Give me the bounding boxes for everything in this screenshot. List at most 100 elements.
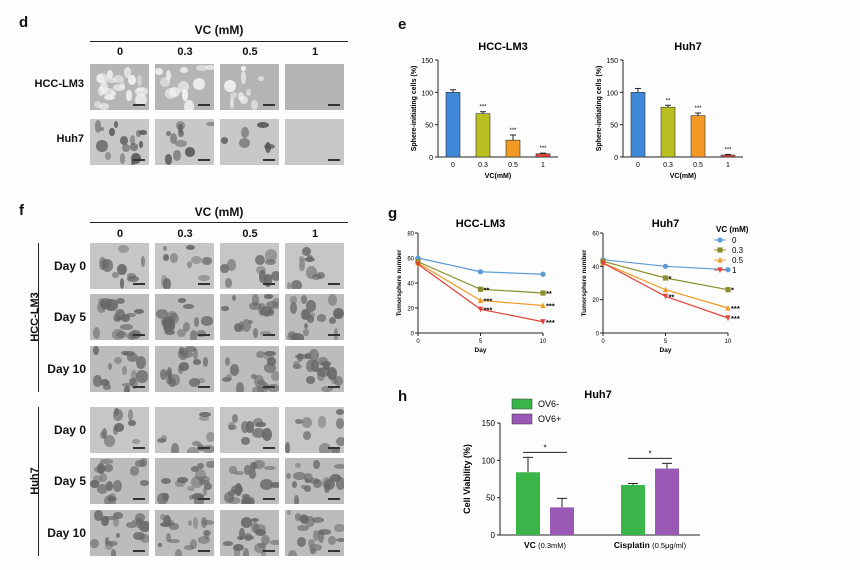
sphere-blob (331, 446, 340, 453)
sphere-blob (323, 362, 331, 370)
sphere-blob (183, 545, 195, 551)
sphere-blob (125, 521, 137, 528)
sphere-blob (136, 356, 146, 370)
scale-bar (133, 104, 145, 106)
sphere-blob (256, 350, 266, 359)
scale-bar (198, 447, 210, 449)
sphere-blob (333, 307, 344, 319)
micrograph-tile (155, 119, 214, 165)
legend-label: OV6+ (538, 414, 561, 424)
sphere-blob (121, 382, 134, 387)
sphere-blob (101, 258, 114, 272)
sphere-blob (256, 121, 270, 128)
sphere-blob (311, 360, 319, 372)
micrograph-tile (220, 64, 279, 110)
sphere-blob (193, 517, 199, 529)
group-bracket (38, 407, 39, 556)
sphere-blob (257, 303, 266, 316)
data-point (725, 267, 731, 273)
sphere-blob (165, 131, 171, 137)
sphere-blob (120, 324, 133, 330)
sphere-blob (249, 468, 256, 479)
y-tick-label: 40 (592, 265, 599, 271)
sphere-blob (177, 123, 184, 134)
significance-label: *** (484, 305, 493, 314)
sphere-blob (251, 428, 265, 438)
micrograph-tile (155, 346, 214, 392)
micrograph-tile (285, 119, 344, 165)
day-label: Day 0 (53, 259, 86, 273)
sphere-blob (191, 441, 201, 447)
y-axis-label: Cell Viability (%) (462, 444, 472, 514)
sphere-blob (255, 265, 267, 275)
legend-label: 1 (732, 266, 737, 275)
x-tick-label: 1 (726, 162, 730, 169)
sphere-blob (107, 496, 118, 501)
scale-bar (263, 386, 275, 388)
sphere-blob (251, 100, 259, 110)
sphere-blob (99, 298, 113, 309)
sphere-blob (203, 529, 211, 536)
scale-bar (328, 159, 340, 161)
y-tick-label: 50 (425, 123, 433, 130)
sphere-blob (198, 411, 211, 418)
x-axis-label: VC(mM) (670, 173, 696, 180)
x-tick-label: 5 (479, 339, 483, 345)
sphere-blob (244, 465, 251, 475)
sphere-blob (271, 270, 279, 281)
sphere-blob (133, 308, 144, 314)
day-label: Day 10 (47, 526, 86, 540)
sphere-blob (206, 461, 214, 468)
micrograph-tile (285, 407, 344, 453)
sphere-blob (128, 74, 136, 85)
sphere-blob (201, 519, 214, 525)
sphere-blob (238, 138, 250, 149)
sphere-blob (298, 255, 305, 261)
sphere-blob (249, 461, 258, 470)
y-tick-label: 0 (596, 332, 600, 338)
data-point (540, 319, 546, 325)
scale-bar (198, 386, 210, 388)
sphere-blob (257, 385, 268, 392)
sphere-blob (317, 416, 327, 428)
micrograph-tile (90, 510, 149, 556)
column-label: 0.3 (177, 46, 193, 58)
sphere-blob (336, 437, 344, 446)
sphere-blob (229, 465, 237, 475)
micrograph-tile (90, 64, 149, 110)
sphere-blob (252, 417, 263, 427)
sphere-blob (174, 480, 185, 487)
sphere-blob (271, 371, 279, 381)
sphere-blob (169, 86, 181, 98)
sphere-blob (224, 277, 233, 289)
data-point (600, 260, 606, 267)
sphere-blob (139, 141, 144, 148)
sphere-blob (336, 409, 344, 415)
sphere-blob (194, 468, 207, 481)
sphere-blob (287, 549, 297, 556)
significance-label: * (648, 449, 651, 458)
sphere-blob (232, 294, 237, 301)
bar (535, 153, 551, 158)
y-tick-label: 150 (606, 58, 618, 65)
sphere-blob (197, 462, 204, 469)
sphere-blob (119, 153, 126, 164)
chart-title: HCC-LM3 (456, 218, 506, 230)
sphere-blob (266, 357, 276, 366)
sphere-blob (203, 357, 208, 367)
y-tick-label: 50 (610, 123, 618, 130)
sphere-blob (140, 533, 149, 543)
sphere-blob (265, 258, 277, 265)
scale-bar (328, 334, 340, 336)
sphere-blob (130, 466, 140, 476)
sphere-blob (205, 65, 214, 70)
sphere-blob (127, 275, 140, 283)
sphere-blob (136, 74, 142, 86)
y-tick-label: 0 (491, 531, 496, 540)
panel-f-rule (90, 222, 348, 223)
sphere-blob (257, 76, 265, 81)
sphere-blob (304, 516, 315, 528)
sphere-blob (252, 294, 260, 307)
sphere-blob (189, 330, 198, 340)
sphere-blob (126, 353, 138, 362)
